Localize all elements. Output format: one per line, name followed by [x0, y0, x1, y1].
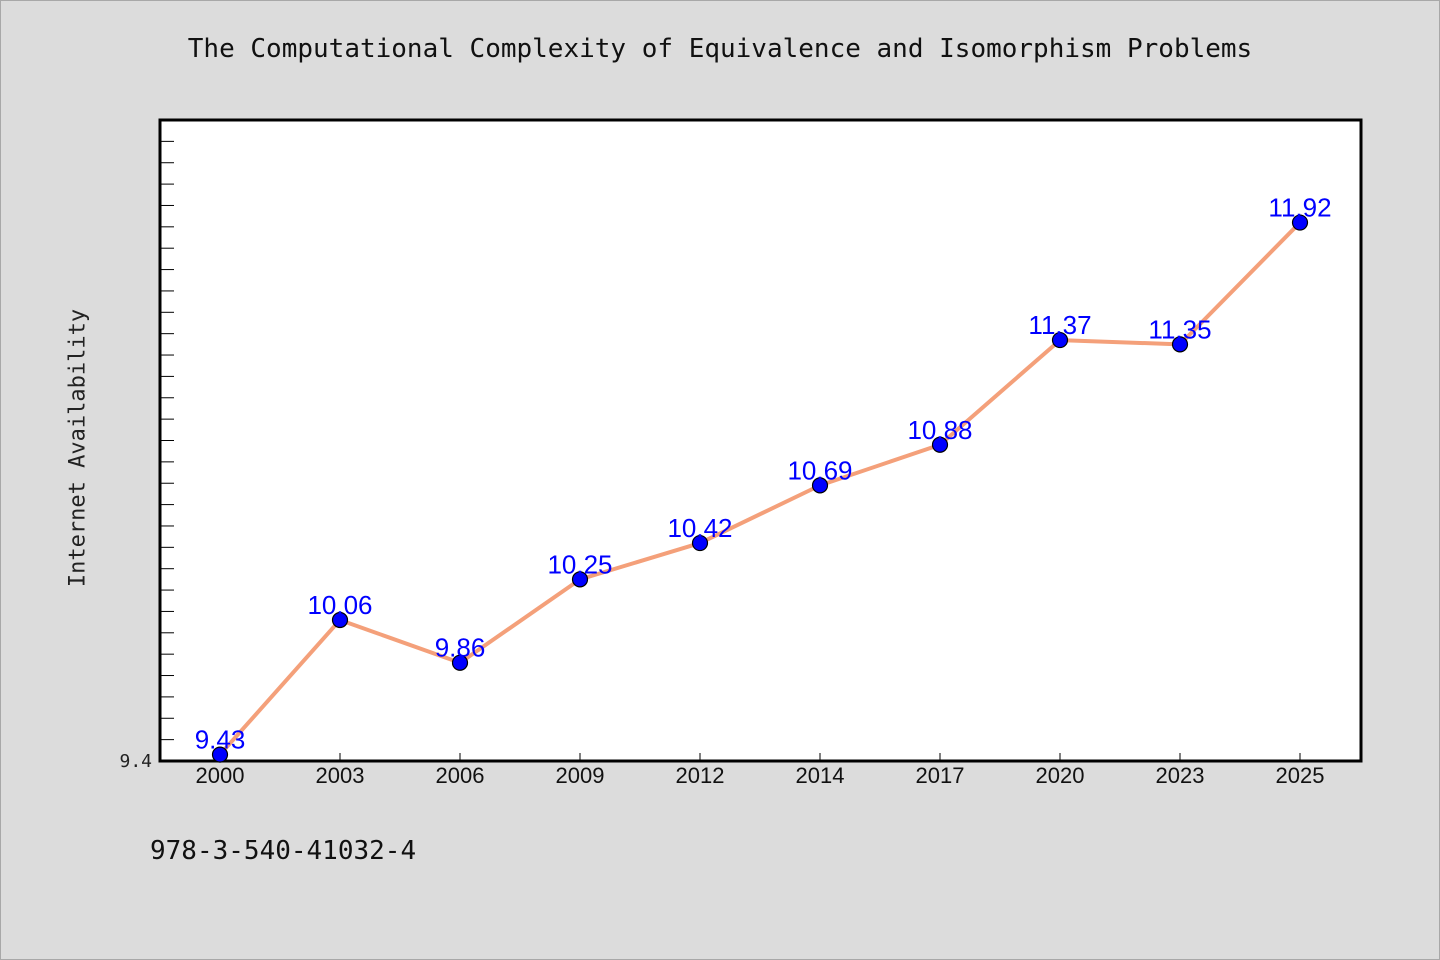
data-point: [811, 477, 829, 494]
x-tick-label: 2006: [436, 763, 485, 788]
data-point: [451, 654, 469, 671]
data-label: 9.86: [435, 633, 486, 663]
data-label: 10.06: [307, 590, 372, 620]
series-line: [218, 220, 1302, 757]
x-tick-label: 2023: [1156, 763, 1205, 788]
x-tick-label: 2017: [916, 763, 965, 788]
x-tick-label: 2012: [676, 763, 725, 788]
data-label: 10.42: [667, 513, 732, 543]
series-layer: [218, 220, 1302, 757]
data-point: [211, 746, 229, 763]
data-label: 11.92: [1268, 193, 1331, 223]
x-tick-label: 2014: [796, 763, 845, 788]
isbn-footer: 978-3-540-41032-4: [150, 836, 417, 866]
data-label: 10.25: [547, 549, 612, 579]
x-tick-label: 2003: [316, 763, 365, 788]
data-label-layer: 9.43 10.06 9.86 10.25 10.42 10.69 10.88 11.37 11…: [195, 193, 1332, 755]
data-point: [1171, 336, 1189, 353]
data-point: [691, 534, 709, 552]
data-point: [931, 436, 949, 453]
data-label: 11.35: [1148, 314, 1211, 344]
y-tick-label: 9.4: [119, 751, 152, 772]
data-point: [1291, 214, 1309, 231]
x-tick-label: 2020: [1036, 763, 1085, 788]
data-point: [1051, 331, 1069, 349]
data-label: 10.69: [787, 455, 852, 485]
x-tick-label: 2025: [1276, 763, 1325, 788]
marker-layer: [211, 214, 1309, 763]
chart-title: The Computational Complexity of Equivale…: [187, 34, 1253, 64]
data-point: [331, 611, 349, 629]
x-tick-label: 2000: [196, 763, 245, 788]
x-axis-ticks: 2000 2003 2006 2009 2012 2014 2017 2020 2023 2025: [196, 753, 1325, 788]
plot-area: [158, 118, 1363, 763]
y-axis-ticks: 9.4: [119, 140, 174, 772]
data-point: [571, 571, 589, 588]
data-label: 9.43: [195, 725, 246, 755]
data-label: 11.37: [1028, 310, 1091, 340]
data-label: 10.88: [907, 415, 972, 445]
x-tick-label: 2009: [556, 763, 605, 788]
